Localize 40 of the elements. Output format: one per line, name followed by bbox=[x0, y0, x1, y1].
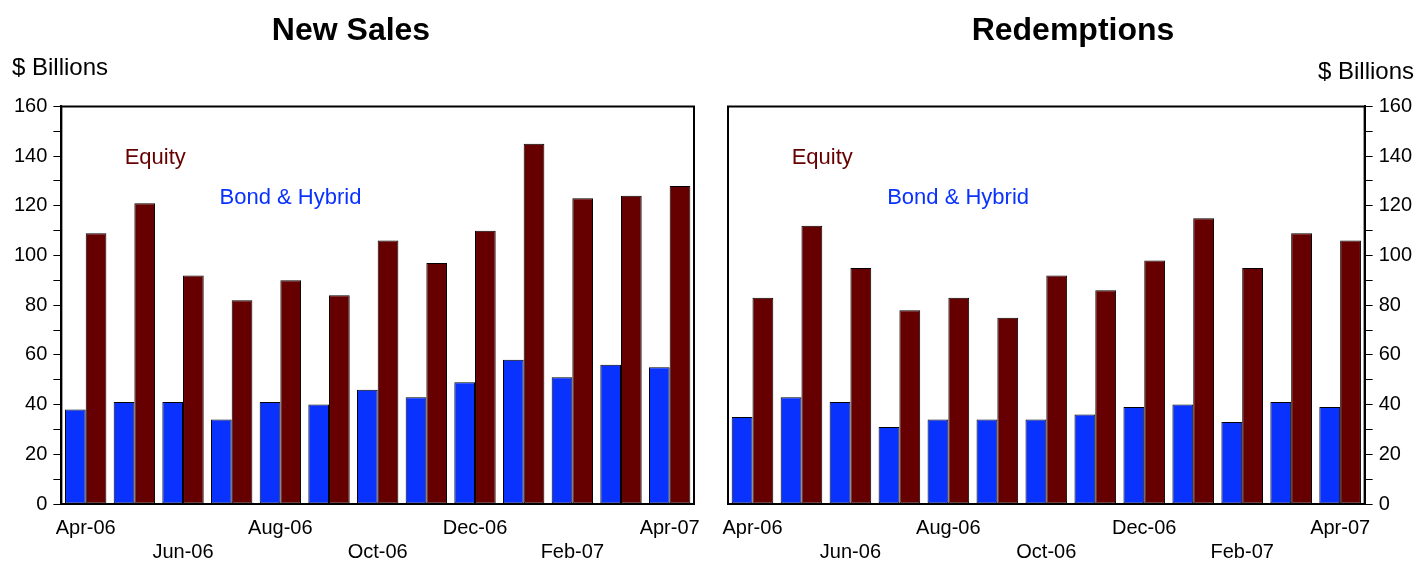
x-tick-label: Feb-07 bbox=[1210, 539, 1274, 562]
x-tick-label: Oct-06 bbox=[1016, 539, 1077, 562]
y-tick-label: 40 bbox=[25, 392, 48, 415]
text: Bond & Hybrid bbox=[887, 183, 1030, 209]
y-axis-title: $ Billions bbox=[12, 53, 109, 81]
y2-axis-title: $ Billions bbox=[1317, 57, 1414, 85]
series-label: Equity bbox=[124, 144, 186, 170]
y-tick-label: 100 bbox=[13, 243, 48, 266]
y-tick-label: 0 bbox=[36, 491, 48, 514]
y2-tick-label: 120 bbox=[1378, 193, 1413, 216]
y-tick-label: 80 bbox=[25, 292, 48, 315]
text: Equity bbox=[791, 144, 853, 170]
chart-title: Redemptions bbox=[971, 11, 1175, 48]
y2-tick-label: 160 bbox=[1378, 93, 1413, 116]
y2-tick-label: 100 bbox=[1378, 243, 1413, 266]
x-tick-label: Oct-06 bbox=[347, 539, 408, 562]
y2-tick-label: 0 bbox=[1378, 491, 1390, 514]
x-tick-label: Apr-07 bbox=[1310, 515, 1371, 538]
y-tick-label: 60 bbox=[25, 342, 48, 365]
x-tick-label: Jun-06 bbox=[152, 539, 214, 562]
y2-tick-label: 60 bbox=[1378, 342, 1401, 365]
y-tick-label: 160 bbox=[13, 93, 48, 116]
x-tick-label: Apr-07 bbox=[639, 515, 700, 538]
x-tick-label: Feb-07 bbox=[540, 539, 605, 562]
y2-tick-label: 40 bbox=[1378, 392, 1401, 415]
x-tick-label: Aug-06 bbox=[248, 515, 313, 538]
y2-tick-label: 140 bbox=[1378, 143, 1413, 166]
y-tick-label: 20 bbox=[25, 441, 48, 464]
y2-tick-label: 80 bbox=[1378, 292, 1401, 315]
x-tick-label: Dec-06 bbox=[442, 515, 508, 538]
x-tick-label: Jun-06 bbox=[819, 539, 882, 562]
x-tick-label: Apr-06 bbox=[55, 515, 116, 538]
x-tick-label: Aug-06 bbox=[916, 515, 981, 538]
text: Bond & Hybrid bbox=[219, 183, 362, 209]
chart-title: New Sales bbox=[271, 11, 431, 48]
y-tick-label: 140 bbox=[13, 143, 48, 166]
x-tick-label: Dec-06 bbox=[1112, 515, 1177, 538]
x-tick-label: Apr-06 bbox=[722, 515, 783, 538]
y2-tick-label: 20 bbox=[1378, 441, 1401, 464]
y-tick-label: 120 bbox=[13, 193, 48, 216]
